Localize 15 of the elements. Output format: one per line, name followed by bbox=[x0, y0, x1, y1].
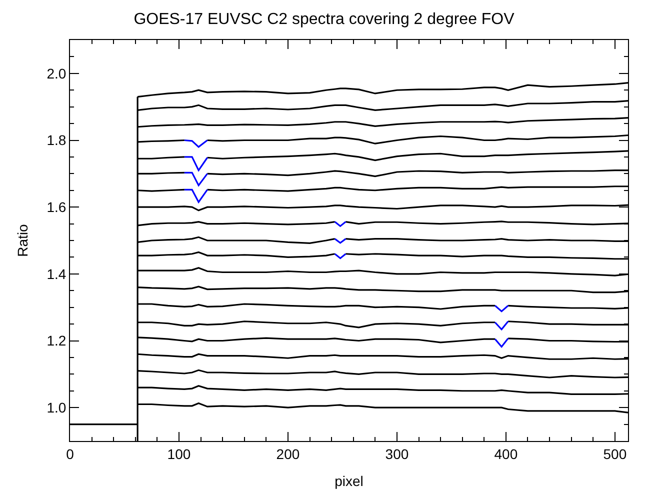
y-tick-label: 2.0 bbox=[46, 65, 66, 82]
x-axis-title: pixel bbox=[334, 473, 364, 490]
x-tick-label: 500 bbox=[603, 446, 627, 462]
y-tick-label: 1.4 bbox=[46, 266, 66, 282]
y-tick-label: 1.0 bbox=[46, 399, 66, 416]
y-tick-label: 1.6 bbox=[46, 198, 66, 215]
x-tick-label: 300 bbox=[385, 446, 409, 462]
x-tick-label: 0 bbox=[66, 446, 74, 462]
chart-title: GOES-17 EUVSC C2 spectra covering 2 degree FOV bbox=[134, 10, 515, 28]
x-tick-label: 400 bbox=[494, 446, 518, 462]
y-tick-label: 1.2 bbox=[46, 332, 66, 349]
y-tick-label: 1.8 bbox=[46, 132, 66, 148]
x-tick-label: 100 bbox=[167, 446, 191, 462]
x-tick-label: 200 bbox=[276, 446, 300, 462]
y-axis-title: Ratio bbox=[14, 224, 30, 257]
